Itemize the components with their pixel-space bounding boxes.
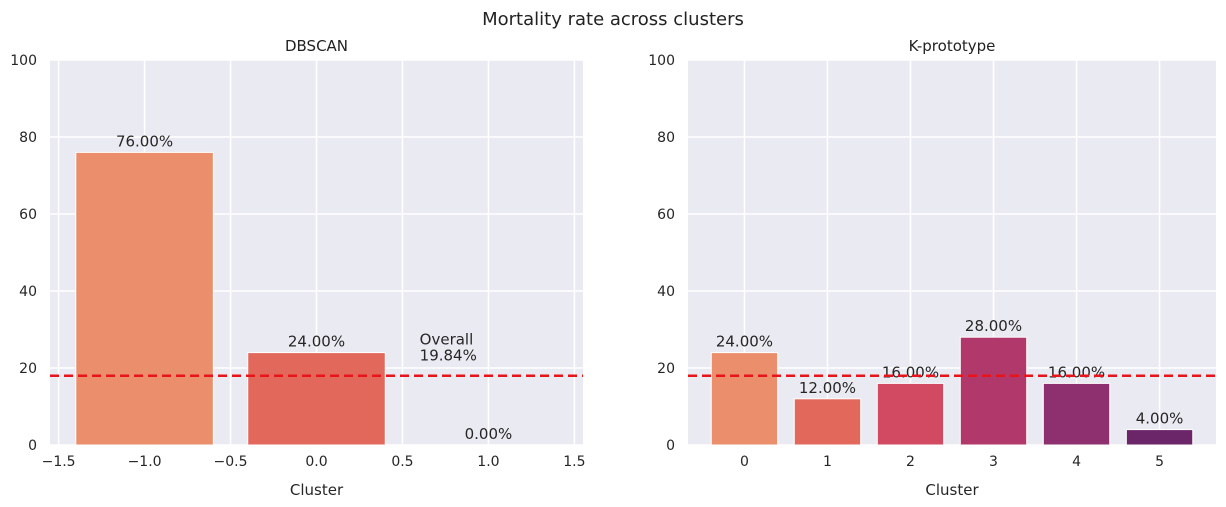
bar [710, 352, 779, 446]
bar-value-label: 16.00% [1048, 363, 1105, 381]
bar-value-label: 24.00% [288, 333, 345, 351]
bar [75, 151, 214, 446]
bar-value-label: 24.00% [716, 333, 773, 351]
y-tick-label: 60 [657, 207, 675, 223]
x-tick-label: 2 [906, 454, 915, 470]
y-tick-label: 0 [28, 438, 37, 454]
y-tick-label: 100 [10, 53, 37, 69]
bar-value-label: 4.00% [1136, 410, 1184, 428]
overall-annotation: Overall 19.84% [420, 330, 477, 364]
x-tick-label: 5 [1155, 454, 1164, 470]
bar [959, 336, 1028, 446]
chart-title: K-prototype [909, 37, 996, 55]
y-tick-label: 20 [657, 361, 675, 377]
x-tick-label: 1 [823, 454, 832, 470]
y-tick-label: 0 [666, 438, 675, 454]
dbscan-chart: −1.5 −1.0 −0.5 0.0 0.5 1.0 1.5 0 20 40 60 80 100 76.0… [10, 37, 585, 499]
x-tick-label: 1.0 [477, 454, 499, 470]
x-tick-label: 0.5 [391, 454, 413, 470]
x-tick-label: −1.5 [42, 454, 76, 470]
y-tick-label: 40 [657, 284, 675, 300]
y-tick-label: 80 [657, 130, 675, 146]
k-prototype-chart: 0 1 2 3 4 5 0 20 40 60 80 100 24.00% 12.00% 16.00% 28.0… [648, 37, 1216, 499]
x-tick-label: 0.0 [305, 454, 327, 470]
y-tick-label: 60 [19, 207, 37, 223]
y-tick-label: 80 [19, 130, 37, 146]
x-tick-label: 4 [1072, 454, 1081, 470]
bar [247, 352, 386, 446]
annotation-line: Overall [420, 330, 474, 348]
bar-value-label: 16.00% [882, 363, 939, 381]
x-tick-label: −1.0 [128, 454, 162, 470]
bar [1042, 382, 1111, 446]
annotation-line: 19.84% [420, 346, 477, 364]
bar-value-label: 76.00% [116, 132, 173, 150]
chart-title: DBSCAN [285, 37, 348, 55]
x-axis-label: Cluster [290, 481, 344, 499]
y-tick-label: 20 [19, 361, 37, 377]
bar [793, 398, 862, 446]
x-tick-label: 1.5 [563, 454, 585, 470]
bar-value-label: 28.00% [965, 317, 1022, 335]
figure-title: Mortality rate across clusters [482, 9, 744, 30]
bar [1125, 429, 1194, 446]
x-axis-label: Cluster [925, 481, 979, 499]
bar-value-label: 0.00% [465, 425, 513, 443]
bar [876, 382, 945, 446]
x-tick-label: 0 [740, 454, 749, 470]
bar-value-label: 12.00% [799, 379, 856, 397]
y-tick-label: 100 [648, 53, 675, 69]
x-tick-label: −0.5 [214, 454, 248, 470]
x-tick-label: 3 [989, 454, 998, 470]
y-tick-label: 40 [19, 284, 37, 300]
